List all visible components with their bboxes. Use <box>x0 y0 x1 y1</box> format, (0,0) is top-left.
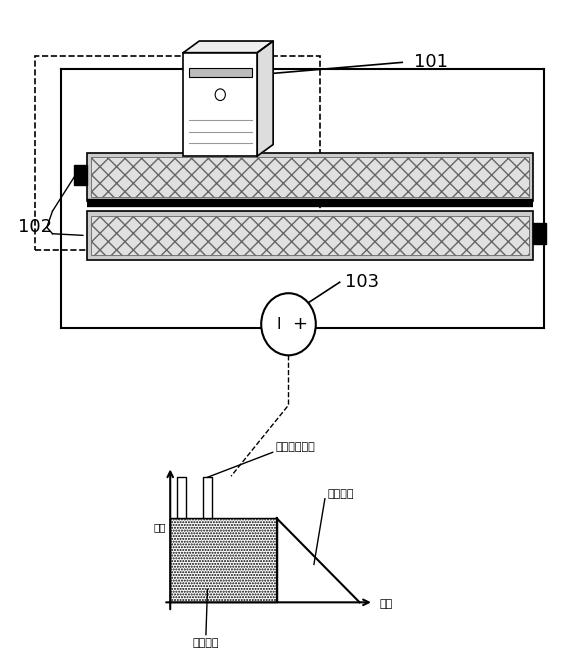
Text: 时间: 时间 <box>380 599 393 609</box>
Text: 103: 103 <box>346 273 380 291</box>
Circle shape <box>215 89 226 100</box>
Bar <box>87 153 533 201</box>
Polygon shape <box>183 41 273 52</box>
Bar <box>170 518 276 603</box>
Polygon shape <box>257 41 273 156</box>
Text: I: I <box>276 317 280 332</box>
Text: 恒压供电: 恒压供电 <box>328 489 354 498</box>
Bar <box>74 164 87 185</box>
Bar <box>183 52 257 156</box>
Text: 恒流供电: 恒流供电 <box>193 638 219 648</box>
Bar <box>91 215 529 255</box>
Circle shape <box>261 293 316 355</box>
Text: 预设脉冲电流: 预设脉冲电流 <box>276 442 315 452</box>
Bar <box>189 68 252 77</box>
Text: 电流: 电流 <box>153 523 166 533</box>
Text: 102: 102 <box>18 218 53 236</box>
Bar <box>533 223 545 244</box>
Bar <box>91 157 529 197</box>
Text: 101: 101 <box>414 53 448 71</box>
Bar <box>87 211 533 259</box>
Text: +: + <box>293 315 308 333</box>
Bar <box>177 477 186 518</box>
Bar <box>203 477 212 518</box>
Bar <box>35 56 320 250</box>
